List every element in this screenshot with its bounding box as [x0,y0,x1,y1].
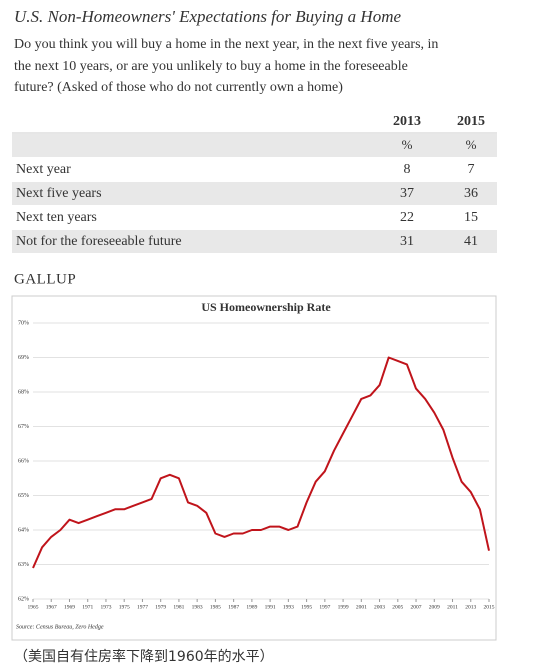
x-tick-label: 2011 [447,604,458,610]
row-label: Next ten years [16,210,97,225]
row-band [12,182,497,205]
x-tick-label: 2015 [484,604,495,610]
unit: % [402,137,413,152]
x-tick-label: 1981 [173,604,184,610]
x-tick-label: 1989 [246,604,257,610]
y-tick-label: 62% [18,596,29,602]
row-label: Not for the foreseeable future [16,234,182,249]
x-tick-label: 1975 [119,604,130,610]
x-tick-label: 1969 [64,604,75,610]
x-tick-label: 1995 [301,604,312,610]
x-tick-label: 2007 [411,604,422,610]
cell: 41 [464,234,478,249]
x-tick-label: 2009 [429,604,440,610]
brand: GALLUP [14,271,76,287]
x-tick-label: 1985 [210,604,221,610]
cell: 7 [468,162,475,177]
y-tick-label: 69% [18,355,29,361]
x-tick-label: 1991 [265,604,276,610]
cell: 22 [400,210,414,225]
x-tick-label: 1997 [319,604,330,610]
subtitle: the next 10 years, or are you unlikely t… [14,59,408,74]
x-tick-label: 1993 [283,604,294,610]
cell: 37 [400,186,414,201]
x-tick-label: 1977 [137,604,148,610]
row-band [12,134,497,157]
cell: 36 [464,186,478,201]
y-tick-label: 68% [18,389,29,395]
chart-frame [11,295,497,641]
subtitle: future? (Asked of those who do not curre… [14,80,343,95]
y-tick-label: 64% [18,527,29,533]
x-tick-label: 1967 [46,604,57,610]
unit: % [466,137,477,152]
subtitle: Do you think you will buy a home in the … [14,37,438,52]
cell: 31 [400,234,414,249]
source: Source: Census Bureau, Zero Hedge [16,624,104,630]
y-tick-label: 65% [18,493,29,499]
caption: （美国自有住房率下降到1960年的水平） [14,648,274,665]
y-tick-label: 67% [18,424,29,430]
line [32,356,490,569]
x-tick-label: 1973 [100,604,111,610]
x-tick-label: 1999 [338,604,349,610]
x-tick-label: 2003 [374,604,385,610]
row-label: Next year [16,162,71,177]
x-tick-label: 1983 [192,604,203,610]
title: U.S. Non-Homeowners' Expectations for Bu… [14,7,401,26]
x-tick-label: 1979 [155,604,166,610]
cell: 15 [464,210,478,225]
y-tick-label: 70% [18,320,29,326]
x-tick-label: 2005 [392,604,403,610]
y-tick-label: 63% [18,562,29,568]
column-header: 2015 [457,114,485,129]
row-band [12,230,497,253]
chart-title: US Homeownership Rate [201,300,331,314]
cell: 8 [404,162,411,177]
column-header: 2013 [393,114,421,129]
x-tick-label: 2001 [356,604,367,610]
x-tick-label: 1965 [28,604,39,610]
y-tick-label: 66% [18,458,29,464]
x-tick-label: 1987 [228,604,239,610]
row-label: Next five years [16,186,102,201]
x-tick-label: 1971 [82,604,93,610]
x-tick-label: 2013 [465,604,476,610]
